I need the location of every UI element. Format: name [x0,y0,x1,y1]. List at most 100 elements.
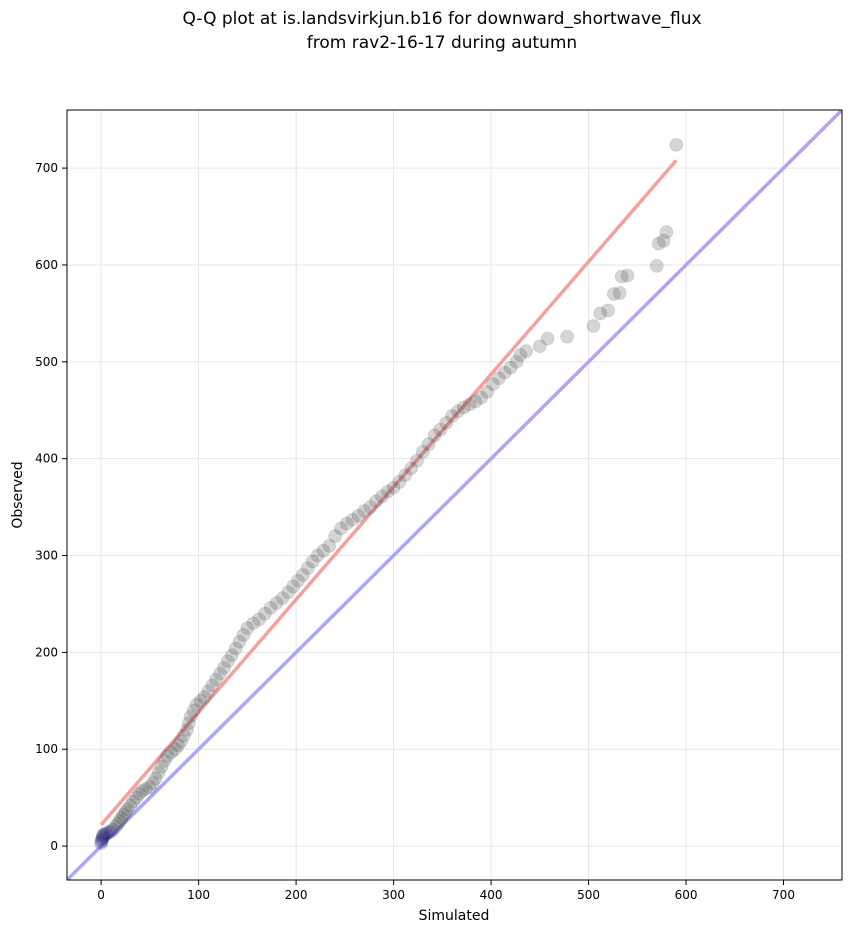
qq-point [392,474,407,489]
y-tick-label: 0 [50,839,58,853]
qq-point [310,548,325,563]
qq-point [97,827,112,842]
qq-point [305,554,320,569]
qq-point [398,468,413,483]
qq-point [651,236,666,251]
qq-point [120,802,135,817]
qq-point [240,621,255,636]
qq-point [205,678,220,693]
qq-point [138,781,153,796]
y-tick-label: 300 [35,549,58,563]
x-tick-label: 700 [772,888,795,902]
qq-point [174,734,189,749]
qq-point [369,494,384,509]
identity-line [67,110,842,880]
qq-point [142,780,157,795]
qq-point [333,521,348,536]
qq-point [593,306,608,321]
qq-point [108,819,123,834]
qq-point [183,709,198,724]
qq-point [94,834,109,849]
qq-point [491,371,506,386]
qq-point [497,365,512,380]
qq-point [286,579,301,594]
qq-point [513,348,528,363]
qq-point [98,826,113,841]
qq-point [427,428,442,443]
qq-point [168,742,183,757]
qq-point [95,830,110,845]
qq-point [421,437,436,452]
qq-point [450,404,465,419]
qq-point [181,716,196,731]
qq-point [123,798,138,813]
qq-point [351,508,366,523]
qq-point [620,268,635,283]
qq-point [145,776,160,791]
qq-point [439,415,454,430]
y-tick-label: 200 [35,645,58,659]
qq-point [148,771,163,786]
qq-point [560,329,575,344]
qq-point [263,600,278,615]
qq-point [486,377,501,392]
qq-point [201,684,216,699]
qq-point [100,825,115,840]
qq-point [236,627,251,642]
qq-point [179,722,194,737]
qq-point [96,828,111,843]
grid [67,110,842,880]
qq-point [519,344,534,359]
qq-point [532,339,547,354]
fit-line [99,159,678,826]
axis-ticks: 0 100 200 300 400 500 600 700 0 100 200 300 400 500 60… [35,161,795,902]
qq-point [468,394,483,409]
qq-point [224,648,239,663]
qq-point [374,489,389,504]
qq-point [357,503,372,518]
qq-point [433,422,448,437]
qq-point [176,728,191,743]
qq-point [649,258,664,273]
qq-point [228,641,243,656]
plot-frame [66,109,843,881]
qq-point [157,753,172,768]
qq-point [503,360,518,375]
qq-point [474,390,489,405]
qq-point [601,303,616,318]
qq-point [659,225,674,240]
qq-point [95,832,110,847]
qq-point [189,697,204,712]
qq-point [154,759,169,774]
qq-point [300,561,315,576]
qq-point [456,400,471,415]
qq-point [126,794,141,809]
x-tick-label: 600 [675,888,698,902]
qq-point [281,585,296,600]
x-axis-label: Simulated [419,908,490,924]
qq-point [275,591,290,606]
y-tick-label: 700 [35,161,58,175]
qq-point [116,808,131,823]
qq-point [129,790,144,805]
qq-point [94,836,109,851]
qq-point [586,318,601,333]
chart-title-line-2: from rav2-16-17 during autumn [307,33,577,53]
qq-point [614,269,629,284]
x-tick-label: 500 [577,888,600,902]
qq-point [322,538,337,553]
x-tick-label: 400 [480,888,503,902]
qq-point [415,444,430,459]
qq-point [114,811,129,826]
qq-point [103,824,118,839]
qq-point [118,805,133,820]
qq-point [291,573,306,588]
x-tick-label: 0 [97,888,105,902]
qq-point [409,453,424,468]
qq-point [269,595,284,610]
qq-point [404,461,419,476]
x-tick-label: 300 [382,888,405,902]
y-tick-label: 100 [35,742,58,756]
qq-point [345,512,360,527]
